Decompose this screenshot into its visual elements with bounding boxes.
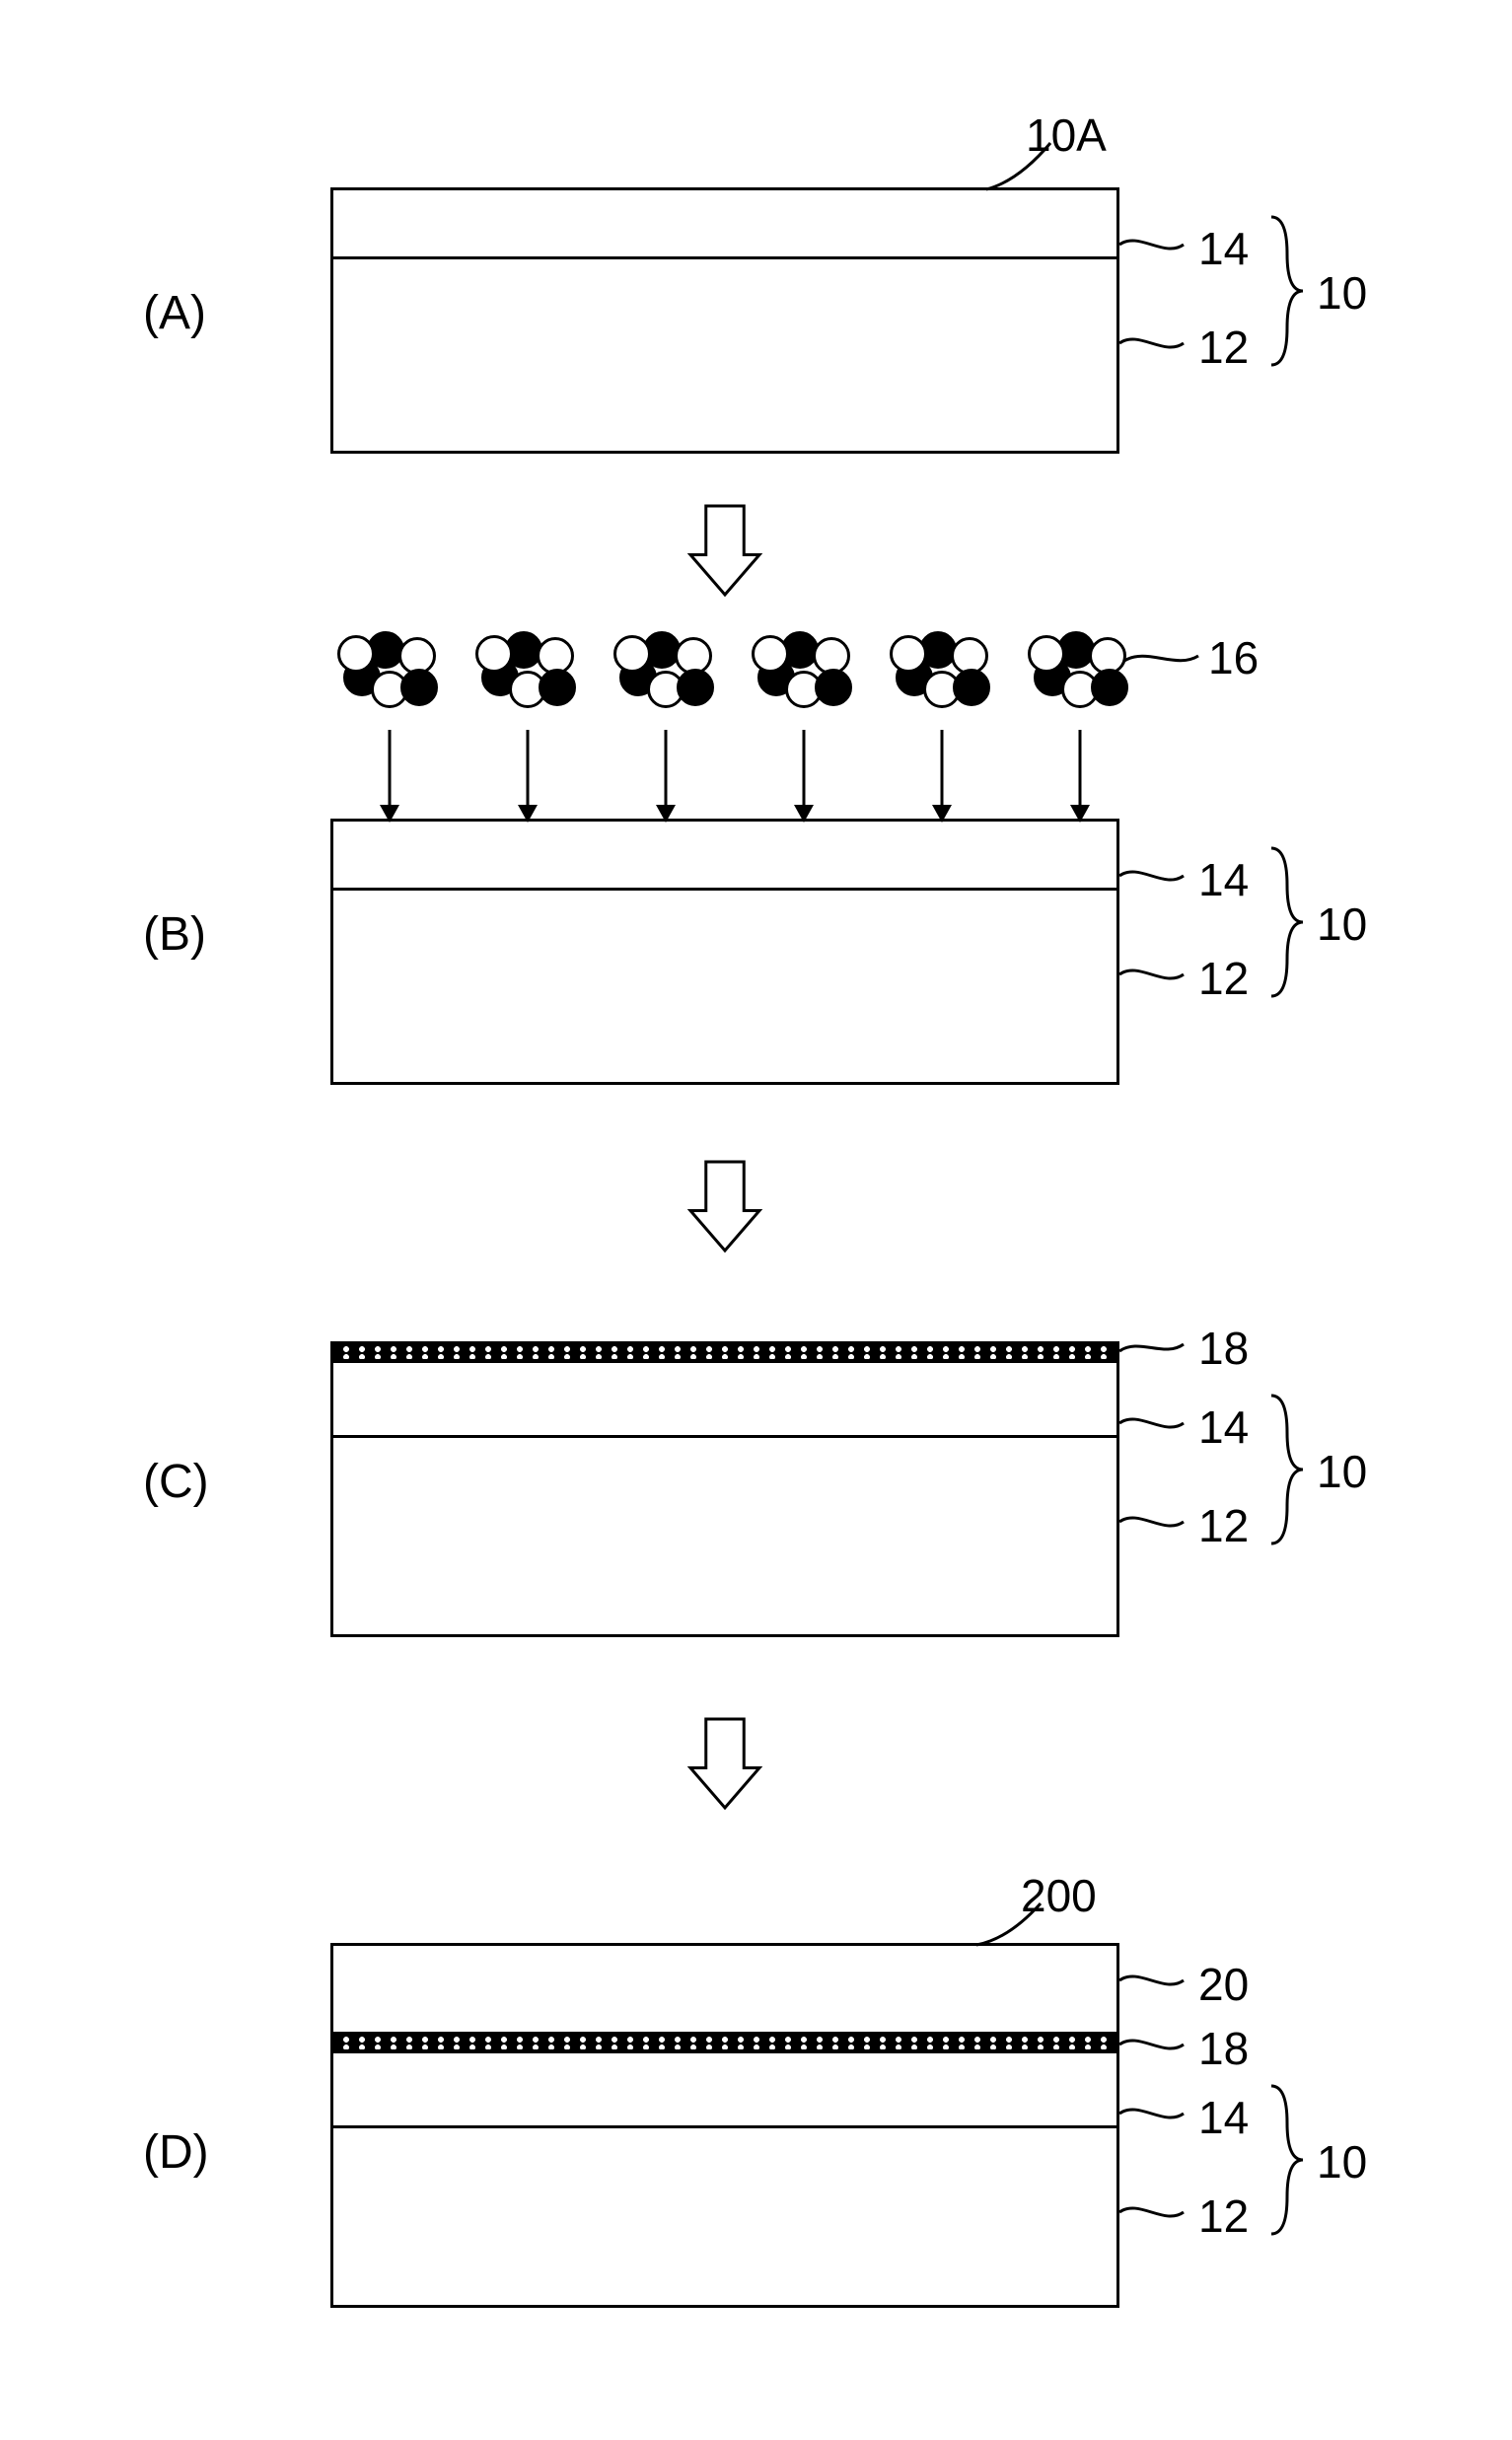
particle-cluster xyxy=(1026,629,1134,718)
particle-cluster xyxy=(335,629,444,718)
label-12-D: 12 xyxy=(1198,2189,1249,2243)
particle-cluster xyxy=(750,629,858,718)
down-arrow-icon xyxy=(681,503,769,602)
deposit-arrow-icon xyxy=(516,730,540,826)
deposit-arrow-icon xyxy=(654,730,678,826)
panel-label-D: (D) xyxy=(143,2125,209,2180)
panel-label-C: (C) xyxy=(143,1455,209,1509)
label-20-D: 20 xyxy=(1198,1958,1249,2011)
label-16: 16 xyxy=(1208,631,1259,684)
down-arrow-icon xyxy=(681,1159,769,1257)
label-10-B: 10 xyxy=(1317,897,1367,951)
substrate-B xyxy=(330,819,1119,1085)
panel-label-A: (A) xyxy=(143,286,206,340)
particle-cluster xyxy=(473,629,582,718)
substrate-A xyxy=(330,187,1119,454)
layer14-line-C xyxy=(330,1435,1119,1438)
label-10A: 10A xyxy=(1026,108,1107,162)
label-18-D: 18 xyxy=(1198,2022,1249,2075)
label-18-C: 18 xyxy=(1198,1322,1249,1375)
down-arrow-icon xyxy=(681,1716,769,1815)
particle-cluster xyxy=(888,629,996,718)
layer18-D xyxy=(330,2032,1119,2053)
layer18-C xyxy=(330,1341,1119,1363)
deposit-arrow-icon xyxy=(792,730,816,826)
label-12-C: 12 xyxy=(1198,1499,1249,1552)
layer14-line-B xyxy=(330,888,1119,891)
label-10-D: 10 xyxy=(1317,2135,1367,2189)
label-14-C: 14 xyxy=(1198,1400,1249,1454)
layer14-line-A xyxy=(330,256,1119,259)
label-14-A: 14 xyxy=(1198,222,1249,275)
layer14-line-D xyxy=(330,2125,1119,2128)
label-10-C: 10 xyxy=(1317,1445,1367,1498)
deposit-arrow-icon xyxy=(930,730,954,826)
substrate-C xyxy=(330,1341,1119,1637)
label-10-A: 10 xyxy=(1317,266,1367,320)
label-14-D: 14 xyxy=(1198,2091,1249,2144)
panel-label-B: (B) xyxy=(143,907,206,962)
deposit-arrow-icon xyxy=(378,730,401,826)
label-12-A: 12 xyxy=(1198,321,1249,374)
deposit-arrow-icon xyxy=(1068,730,1092,826)
label-200: 200 xyxy=(1021,1869,1097,1922)
label-14-B: 14 xyxy=(1198,853,1249,906)
label-12-B: 12 xyxy=(1198,952,1249,1005)
particle-cluster xyxy=(612,629,720,718)
